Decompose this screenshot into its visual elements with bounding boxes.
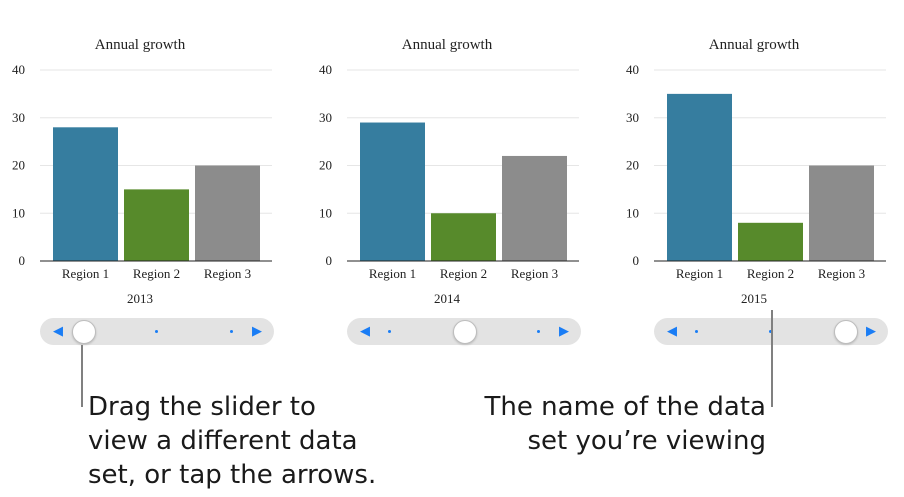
bar-region-3 [195, 165, 260, 261]
callout-line-dataset-name [771, 310, 773, 407]
y-tick-label: 0 [326, 253, 333, 268]
slider-knob[interactable] [72, 320, 96, 344]
y-tick-label: 20 [12, 158, 25, 173]
dataset-slider[interactable]: ◀ ▶ [347, 318, 581, 345]
slider-step-dot [155, 330, 158, 333]
y-tick-label: 40 [12, 62, 25, 77]
bar-chart: 0 10 20 30 40 Region 1 Region 2 Region 3 [626, 62, 886, 281]
bar-region-3 [809, 165, 874, 261]
y-tick-label: 10 [319, 205, 332, 220]
chart-title: Annual growth [401, 37, 493, 53]
dataset-name-label: 2015 [741, 291, 767, 306]
slider-knob[interactable] [453, 320, 477, 344]
chart-panel-2014: Annual growth 0 10 20 30 40 Region 1 Region 2 R… [317, 0, 579, 350]
callout-dataset-name: The name of the data set you’re viewing [484, 392, 766, 456]
next-arrow-icon[interactable]: ▶ [559, 324, 569, 339]
y-tick-label: 10 [12, 205, 25, 220]
y-tick-label: 30 [12, 110, 25, 125]
dataset-slider[interactable]: ◀ ▶ [40, 318, 274, 345]
chart-panel-2015: Annual growth 0 10 20 30 40 Region 1 Region 2 R… [624, 0, 886, 350]
next-arrow-icon[interactable]: ▶ [866, 324, 876, 339]
x-tick-label: Region 1 [369, 266, 416, 281]
slider-step-dot [695, 330, 698, 333]
bar-region-1 [667, 93, 732, 261]
previous-arrow-icon[interactable]: ◀ [360, 324, 370, 339]
x-tick-label: Region 1 [676, 266, 723, 281]
bar-chart: 0 10 20 30 40 Region 1 Region 2 Region 3 [319, 62, 579, 281]
callout-slider-instructions: Drag the slider to view a different data… [88, 392, 377, 490]
x-tick-label: Region 3 [818, 266, 865, 281]
x-tick-label: Region 2 [133, 266, 180, 281]
previous-arrow-icon[interactable]: ◀ [667, 324, 677, 339]
y-tick-label: 10 [626, 205, 639, 220]
chart-title: Annual growth [708, 37, 800, 53]
chart-title: Annual growth [94, 37, 186, 53]
slider-step-dot [388, 330, 391, 333]
y-tick-label: 30 [626, 110, 639, 125]
bar-region-1 [360, 122, 425, 262]
y-tick-label: 20 [319, 158, 332, 173]
bar-region-2 [124, 189, 189, 261]
slider-step-dot [230, 330, 233, 333]
y-tick-label: 30 [319, 110, 332, 125]
y-tick-label: 40 [626, 62, 639, 77]
dataset-name-label: 2013 [127, 291, 153, 306]
x-tick-label: Region 2 [747, 266, 794, 281]
bar-region-2 [431, 213, 496, 261]
x-tick-label: Region 2 [440, 266, 487, 281]
y-tick-label: 40 [319, 62, 332, 77]
dataset-name-label: 2014 [434, 291, 460, 306]
slider-step-dot [537, 330, 540, 333]
bar-chart: 0 10 20 30 40 Region 1 Region 2 Region 3 [12, 62, 272, 281]
next-arrow-icon[interactable]: ▶ [252, 324, 262, 339]
x-tick-label: Region 1 [62, 266, 109, 281]
bar-region-2 [738, 222, 803, 261]
callout-line-slider [81, 345, 83, 407]
previous-arrow-icon[interactable]: ◀ [53, 324, 63, 339]
y-tick-label: 20 [626, 158, 639, 173]
bar-region-1 [53, 127, 118, 261]
chart-panel-2013: Annual growth 0 10 20 30 40 Region 1 Region 2 R… [10, 0, 272, 350]
x-tick-label: Region 3 [204, 266, 251, 281]
bar-region-3 [502, 155, 567, 261]
y-tick-label: 0 [633, 253, 640, 268]
x-tick-label: Region 3 [511, 266, 558, 281]
slider-knob[interactable] [834, 320, 858, 344]
y-tick-label: 0 [19, 253, 26, 268]
slider-step-dot [769, 330, 772, 333]
